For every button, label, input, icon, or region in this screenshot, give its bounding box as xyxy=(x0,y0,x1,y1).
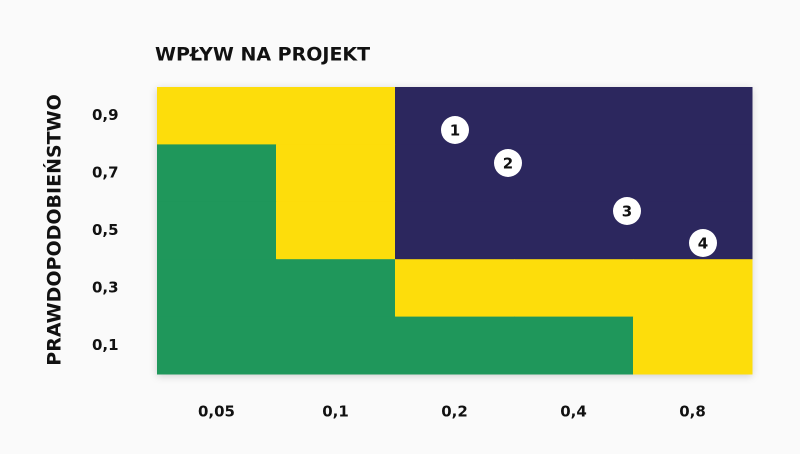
matrix-cell xyxy=(157,259,277,318)
matrix-cell xyxy=(514,316,634,375)
matrix-cell xyxy=(514,259,634,318)
matrix-cell xyxy=(514,87,634,145)
matrix-cell xyxy=(157,144,277,203)
chart-title: WPŁYW NA PROJEKT xyxy=(155,44,370,66)
matrix xyxy=(157,87,753,375)
y-axis-label: PRAWDOPODOBIEŃSTWO xyxy=(43,94,66,365)
y-tick-label: 0,7 xyxy=(92,164,119,182)
matrix-cell xyxy=(276,201,396,260)
matrix-cell xyxy=(633,316,753,375)
risk-point-label: 3 xyxy=(622,203,632,221)
matrix-cell xyxy=(157,87,277,145)
y-tick-label: 0,5 xyxy=(92,221,119,239)
matrix-cell xyxy=(395,316,515,375)
risk-point-label: 1 xyxy=(450,122,460,140)
risk-point xyxy=(441,116,469,144)
risk-point xyxy=(494,149,522,177)
y-tick-label: 0,9 xyxy=(92,106,119,124)
matrix-cell xyxy=(514,144,634,203)
x-tick-label: 0,8 xyxy=(679,403,706,421)
matrix-cell xyxy=(633,144,753,203)
matrix-cell xyxy=(633,259,753,318)
risk-point xyxy=(689,229,717,257)
risk-point xyxy=(613,197,641,225)
x-tick-label: 0,05 xyxy=(198,403,235,421)
matrix-cell xyxy=(395,259,515,318)
y-tick-label: 0,3 xyxy=(92,278,119,296)
matrix-cell xyxy=(157,201,277,260)
matrix-cell xyxy=(157,316,277,375)
risk-point-label: 4 xyxy=(698,235,708,253)
x-tick-label: 0,1 xyxy=(322,403,349,421)
x-tick-label: 0,4 xyxy=(560,403,587,421)
matrix-cell xyxy=(276,259,396,318)
matrix-cell xyxy=(395,201,515,260)
matrix-cell xyxy=(633,87,753,145)
x-tick-label: 0,2 xyxy=(441,403,468,421)
matrix-cell xyxy=(276,144,396,203)
risk-point-label: 2 xyxy=(503,155,513,173)
y-tick-label: 0,1 xyxy=(92,336,119,354)
matrix-cell xyxy=(276,316,396,375)
matrix-cell xyxy=(395,144,515,203)
matrix-cell xyxy=(276,87,396,145)
